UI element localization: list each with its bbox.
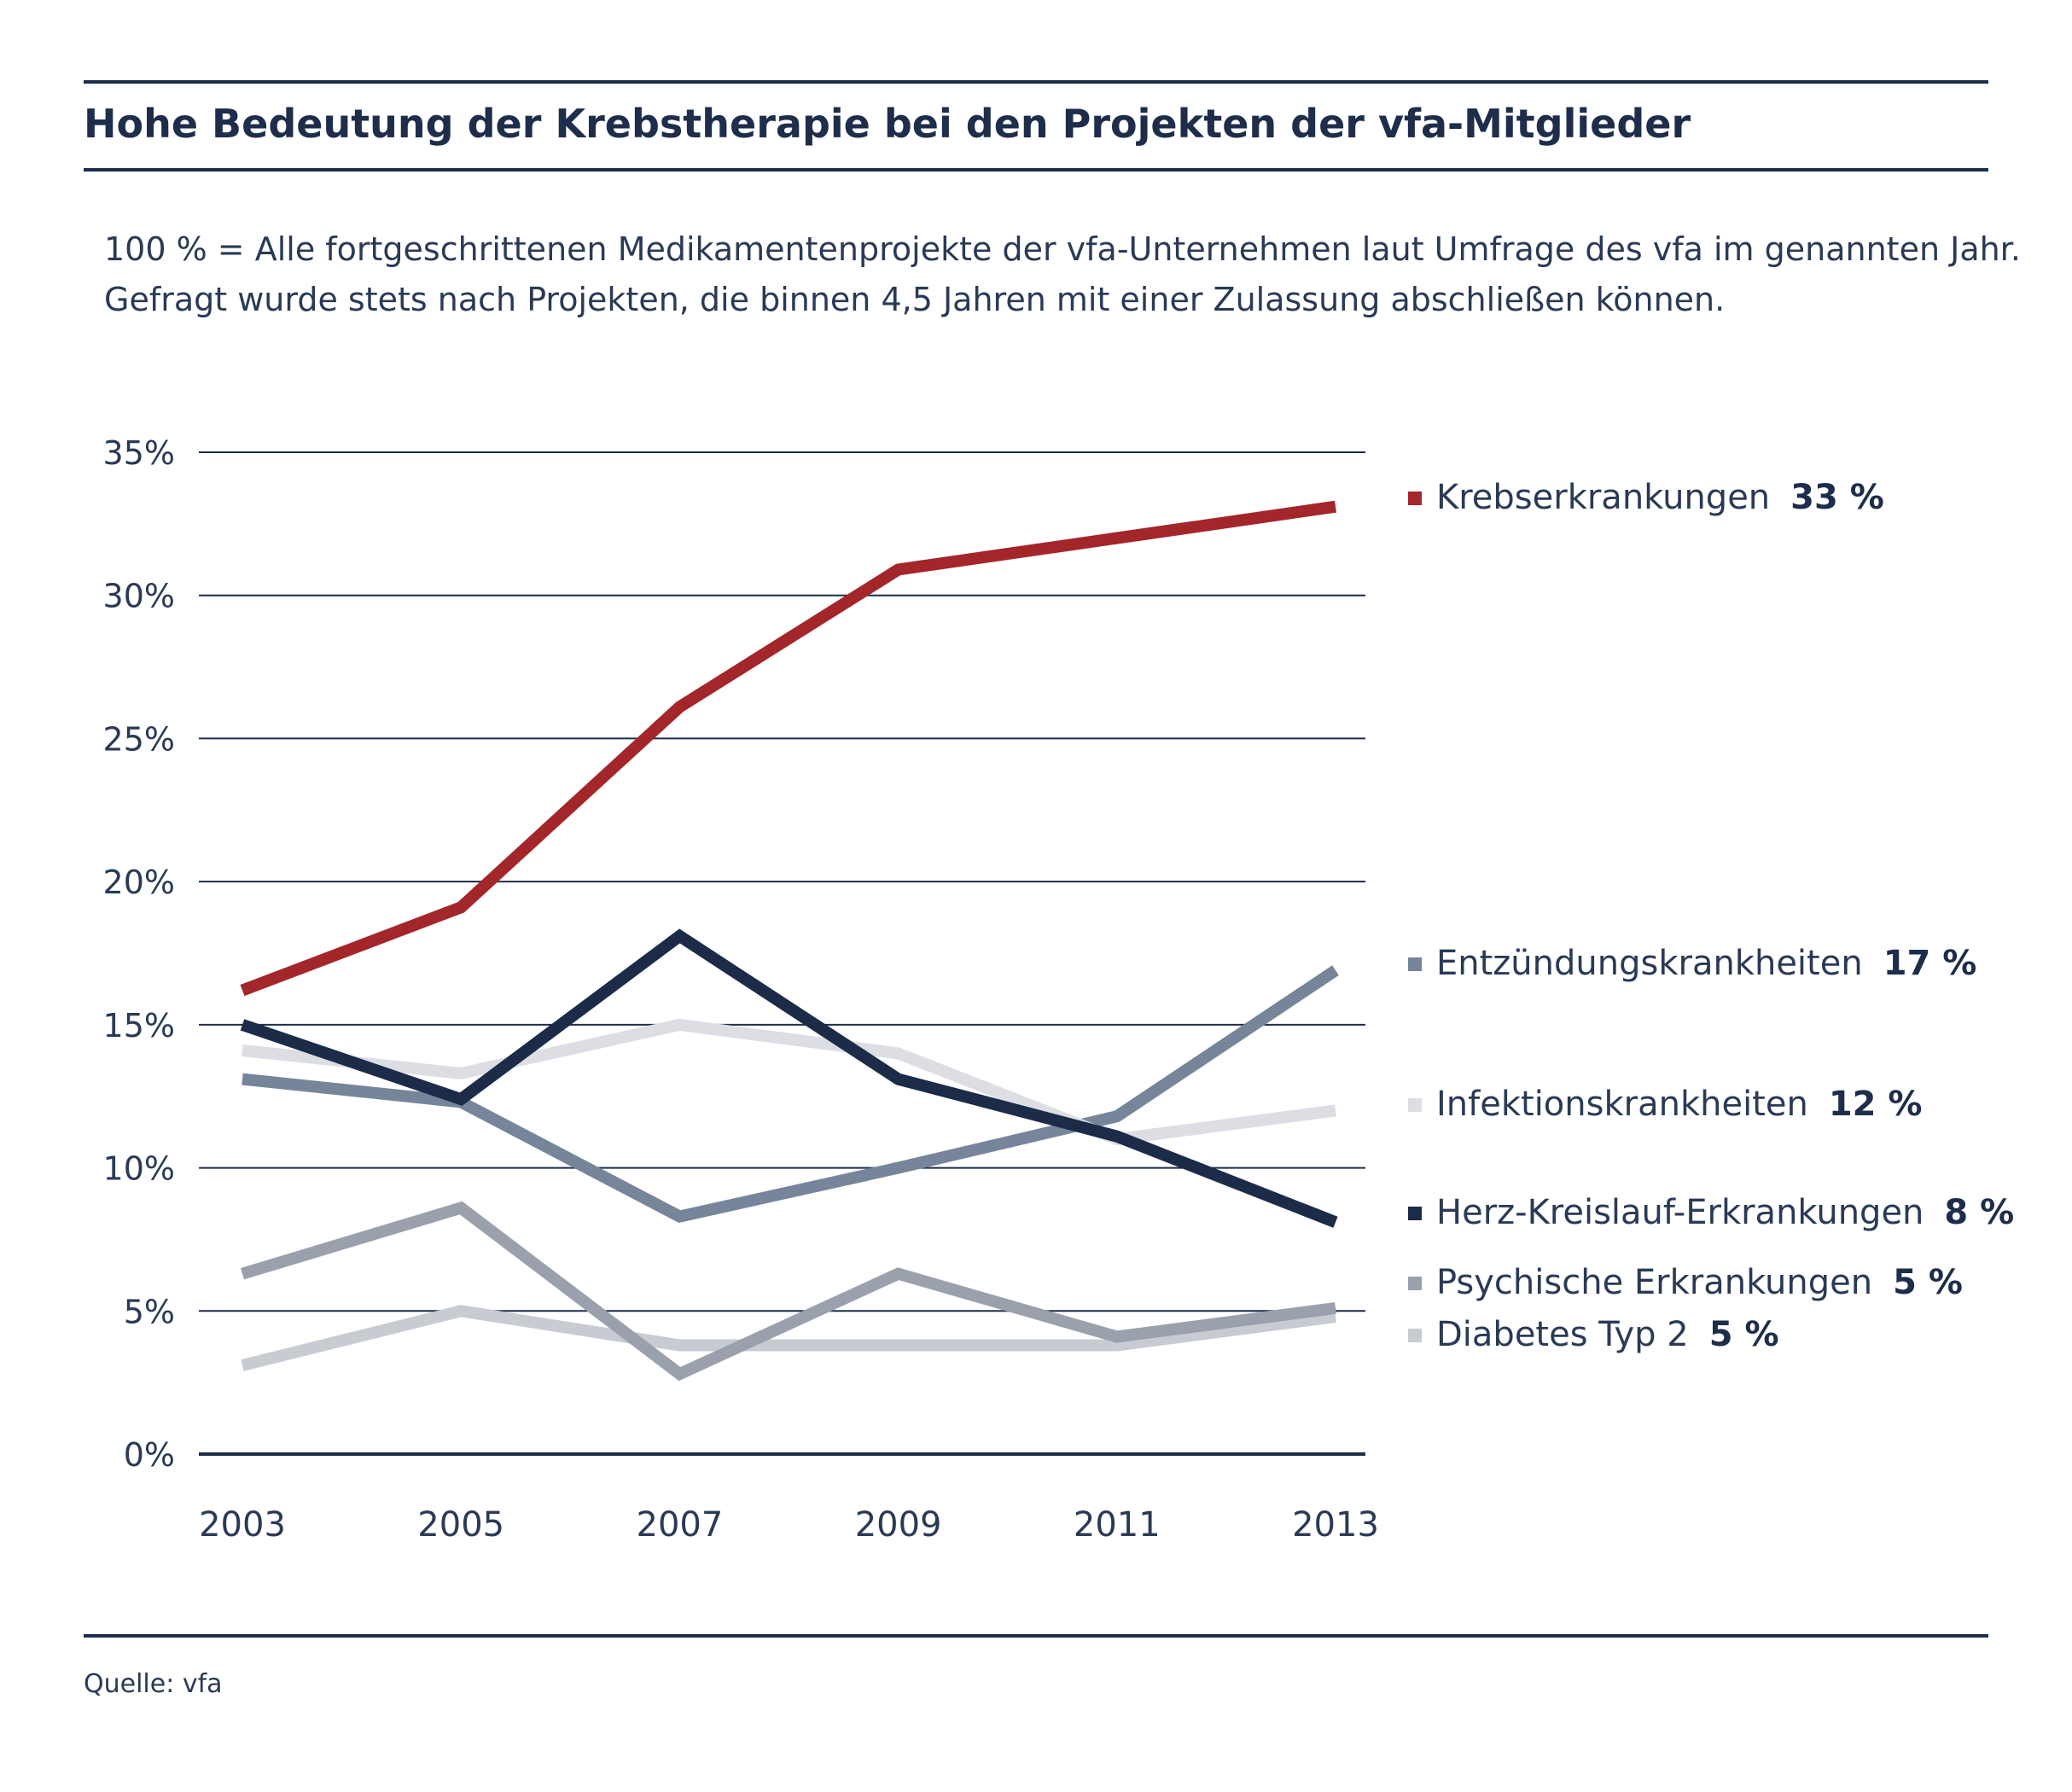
- legend-swatch: [1408, 1329, 1422, 1342]
- x-axis-ticks: 2003 2005 2007 2009 2011 2013: [199, 1505, 1379, 1545]
- series-line: [240, 928, 1338, 1228]
- bottom-rule: [84, 1634, 1988, 1638]
- y-tick-label: 5%: [124, 1293, 175, 1330]
- legend-label: Krebserkrankungen: [1436, 478, 1770, 517]
- y-tick-label: 20%: [103, 864, 175, 901]
- subtitle-line-1: 100 % = Alle fortgeschrittenen Medikamen…: [104, 230, 2021, 268]
- subtitle-line-2: Gefragt wurde stets nach Projekten, die …: [104, 281, 1726, 318]
- legend-value: 5 %: [1709, 1315, 1779, 1354]
- x-tick-label: 2013: [1292, 1505, 1379, 1545]
- title-rule: [84, 168, 1988, 172]
- grid-lines: [199, 451, 1365, 1456]
- legend-value: 12 %: [1829, 1085, 1923, 1124]
- legend-value: 8 %: [1944, 1193, 2014, 1232]
- legend-label: Entzündungskrankheiten: [1436, 944, 1863, 983]
- legend-value: 5 %: [1893, 1263, 1963, 1302]
- series-lines: [240, 500, 1339, 1382]
- y-tick-label: 15%: [103, 1007, 175, 1044]
- y-axis-ticks: 0% 5% 10% 15% 20% 25% 30% 35%: [103, 434, 175, 1474]
- y-tick-label: 25%: [103, 720, 175, 758]
- legend-swatch: [1408, 1277, 1422, 1290]
- source-note: Quelle: vfa: [84, 1669, 223, 1699]
- x-tick-label: 2003: [199, 1505, 286, 1545]
- series-line: [240, 1201, 1336, 1382]
- y-tick-label: 10%: [103, 1150, 175, 1188]
- legend-label: Psychische Erkrankungen: [1436, 1263, 1872, 1302]
- top-rule: [84, 80, 1988, 84]
- series-line: [240, 500, 1336, 997]
- y-tick-label: 30%: [103, 578, 175, 615]
- legend-value: 17 %: [1883, 944, 1977, 983]
- legend: Krebserkrankungen 33 % Entzündungskrankhei…: [1408, 478, 2014, 1354]
- legend-swatch: [1408, 957, 1422, 971]
- x-tick-label: 2005: [417, 1505, 504, 1545]
- legend-label: Infektionskrankheiten: [1436, 1085, 1808, 1124]
- legend-swatch: [1408, 492, 1422, 505]
- line-chart: 0%5%10%15%20%25%30%35% 2003 2005 2007 2009 2…: [103, 434, 2015, 1545]
- y-tick-label: 0%: [124, 1436, 175, 1474]
- legend-label: Diabetes Typ 2: [1436, 1315, 1689, 1354]
- legend-swatch: [1408, 1098, 1422, 1112]
- x-tick-label: 2007: [637, 1505, 724, 1545]
- x-tick-label: 2009: [855, 1505, 942, 1545]
- x-tick-label: 2011: [1074, 1505, 1161, 1545]
- series-line: [242, 965, 1339, 1223]
- y-tick-label: 35%: [103, 434, 175, 472]
- legend-label: Herz-Kreislauf-Erkrankungen: [1436, 1193, 1924, 1232]
- legend-value: 33 %: [1790, 478, 1884, 517]
- series-line: [241, 1305, 1336, 1371]
- legend-swatch: [1408, 1207, 1422, 1220]
- series-line: [242, 1018, 1336, 1146]
- chart-title: Hohe Bedeutung der Krebstherapie bei den…: [84, 101, 1691, 147]
